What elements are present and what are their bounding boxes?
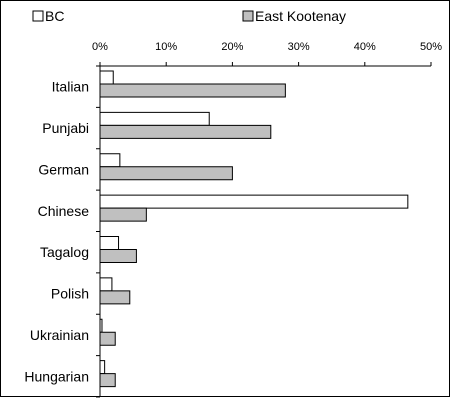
x-tick-label: 40%: [354, 41, 376, 53]
bar-east-kootenay-italian: [99, 83, 286, 98]
x-axis: 0% 10% 20% 30% 40% 50%: [92, 41, 442, 67]
bar-east-kootenay-polish: [99, 290, 131, 305]
category-label-german: German: [38, 161, 89, 177]
bar-east-kootenay-hungarian: [99, 373, 116, 388]
legend-swatch-east-kootenay: [242, 10, 254, 22]
bar-bc-hungarian: [99, 360, 106, 375]
bar-bc-polish: [99, 277, 113, 292]
category-label-chinese: Chinese: [38, 203, 90, 219]
bar-bc-punjabi: [99, 111, 210, 126]
category-label-punjabi: Punjabi: [42, 120, 89, 136]
bar-bc-german: [99, 153, 121, 168]
bar-bc-tagalog: [99, 236, 120, 250]
category-label-ukrainian: Ukrainian: [30, 327, 89, 343]
legend-swatch-bc: [32, 10, 44, 22]
x-tick-label: 50%: [420, 41, 442, 53]
category-label-italian: Italian: [52, 79, 89, 95]
bars: [99, 70, 409, 388]
bar-east-kootenay-tagalog: [99, 249, 137, 263]
x-tick-label: 20%: [221, 41, 243, 53]
bar-bc-italian: [99, 70, 114, 85]
x-tick-label: 0%: [92, 41, 108, 53]
x-tick-label: 10%: [155, 41, 177, 53]
bar-east-kootenay-ukrainian: [99, 331, 116, 346]
bar-east-kootenay-german: [99, 166, 233, 181]
category-label-polish: Polish: [51, 286, 89, 302]
bar-east-kootenay-chinese: [99, 207, 147, 222]
category-label-hungarian: Hungarian: [24, 368, 89, 384]
bar-east-kootenay-punjabi: [99, 124, 272, 139]
bar-bc-chinese: [99, 194, 409, 209]
legend: BC East Kootenay: [32, 8, 346, 24]
legend-label-bc: BC: [45, 8, 64, 24]
x-tick-label: 30%: [288, 41, 310, 53]
bar-bc-ukrainian: [99, 318, 103, 333]
category-label-tagalog: Tagalog: [40, 244, 89, 260]
legend-label-east-kootenay: East Kootenay: [255, 8, 346, 24]
